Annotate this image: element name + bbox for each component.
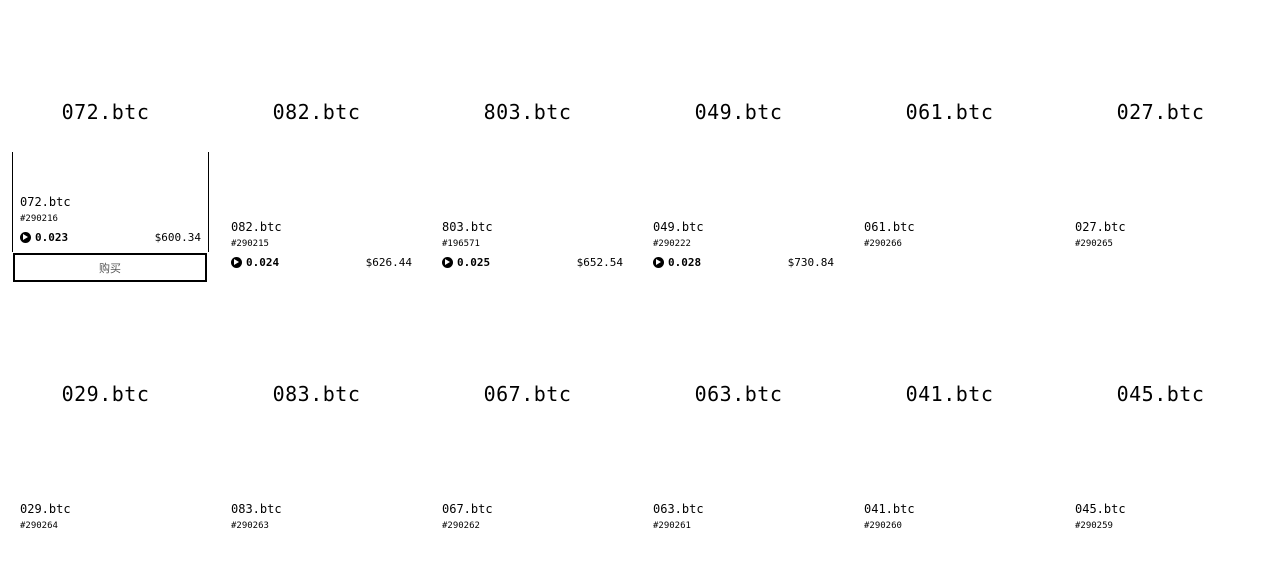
listing-meta: 029.btc #290264 — [20, 502, 201, 532]
listing-card[interactable]: 803.btc 803.btc #196571 0.025 $652.54 — [422, 0, 633, 282]
usd-price: $652.54 — [576, 256, 623, 269]
btc-price: 0.024 — [231, 256, 279, 269]
btc-price-value: 0.025 — [457, 256, 491, 269]
inscription-number: #290265 — [1075, 239, 1113, 249]
listing-card[interactable]: 067.btc 067.btc #290262 — [422, 282, 633, 564]
listing-card[interactable]: 027.btc 027.btc #290265 — [1055, 0, 1266, 282]
listing-card[interactable]: 041.btc 041.btc #290260 — [844, 282, 1055, 564]
bitcoin-icon — [653, 257, 664, 268]
listing-title-large: 061.btc — [905, 100, 994, 124]
listing-name: 027.btc — [1075, 220, 1126, 234]
btc-price: 0.025 — [442, 256, 490, 269]
listing-title-large: 072.btc — [61, 100, 150, 124]
listing-meta: 072.btc #290216 0.023 $600.34 — [20, 195, 201, 244]
inscription-number: #290263 — [231, 521, 269, 531]
listing-card[interactable]: 083.btc 083.btc #290263 — [211, 282, 422, 564]
bitcoin-icon — [442, 257, 453, 268]
inscription-number: #290266 — [864, 239, 902, 249]
btc-price: 0.023 — [20, 231, 68, 244]
btc-price-value: 0.024 — [246, 256, 280, 269]
listing-name: 083.btc — [231, 502, 282, 516]
price-row: 0.024 $626.44 — [231, 256, 412, 269]
listing-card[interactable]: 045.btc 045.btc #290259 — [1055, 282, 1266, 564]
inscription-number: #290264 — [20, 521, 58, 531]
price-row: 0.023 $600.34 — [20, 231, 201, 244]
inscription-number: #290260 — [864, 521, 902, 531]
listing-meta: 045.btc #290259 — [1075, 502, 1256, 532]
listing-title-large: 803.btc — [483, 100, 572, 124]
usd-price: $626.44 — [365, 256, 412, 269]
listing-meta: 067.btc #290262 — [442, 502, 623, 532]
listing-meta: 803.btc #196571 0.025 $652.54 — [442, 220, 623, 269]
btc-price-value: 0.023 — [35, 231, 69, 244]
listing-name: 063.btc — [653, 502, 704, 516]
listing-name: 049.btc — [653, 220, 704, 234]
listing-name: 029.btc — [20, 502, 71, 516]
bitcoin-icon — [231, 257, 242, 268]
bitcoin-icon — [20, 232, 31, 243]
buy-button[interactable]: 购买 — [13, 253, 207, 282]
listing-card[interactable]: 063.btc 063.btc #290261 — [633, 282, 844, 564]
listing-card[interactable]: 049.btc 049.btc #290222 0.028 $730.84 — [633, 0, 844, 282]
listing-name: 803.btc — [442, 220, 493, 234]
listing-name: 045.btc — [1075, 502, 1126, 516]
inscription-number: #196571 — [442, 239, 480, 249]
inscription-number: #290216 — [20, 214, 58, 224]
usd-price: $730.84 — [787, 256, 834, 269]
inscription-number: #290222 — [653, 239, 691, 249]
listing-card[interactable]: 029.btc 029.btc #290264 — [0, 282, 211, 564]
listing-card[interactable]: 082.btc 082.btc #290215 0.024 $626.44 — [211, 0, 422, 282]
listing-name: 072.btc — [20, 195, 71, 209]
listing-meta: 083.btc #290263 — [231, 502, 412, 532]
listing-name: 061.btc — [864, 220, 915, 234]
listing-name: 067.btc — [442, 502, 493, 516]
inscription-number: #290261 — [653, 521, 691, 531]
listing-meta: 027.btc #290265 — [1075, 220, 1256, 250]
listing-title-large: 049.btc — [694, 100, 783, 124]
listing-title-large: 045.btc — [1116, 382, 1205, 406]
listing-title-large: 063.btc — [694, 382, 783, 406]
listing-meta: 082.btc #290215 0.024 $626.44 — [231, 220, 412, 269]
inscription-number: #290215 — [231, 239, 269, 249]
btc-price-value: 0.028 — [668, 256, 702, 269]
listing-title-large: 041.btc — [905, 382, 994, 406]
listing-title-large: 083.btc — [272, 382, 361, 406]
listing-meta: 061.btc #290266 — [864, 220, 1045, 250]
listing-title-large: 029.btc — [61, 382, 150, 406]
price-row: 0.025 $652.54 — [442, 256, 623, 269]
listing-title-large: 082.btc — [272, 100, 361, 124]
listing-title-large: 027.btc — [1116, 100, 1205, 124]
usd-price: $600.34 — [154, 231, 201, 244]
hover-frame — [12, 152, 209, 252]
listing-card[interactable]: 072.btc 072.btc #290216 0.023 $600.34 购买 — [0, 0, 211, 282]
listing-name: 082.btc — [231, 220, 282, 234]
listing-title-large: 067.btc — [483, 382, 572, 406]
inscription-number: #290262 — [442, 521, 480, 531]
listing-meta: 041.btc #290260 — [864, 502, 1045, 532]
inscription-number: #290259 — [1075, 521, 1113, 531]
listing-card[interactable]: 061.btc 061.btc #290266 — [844, 0, 1055, 282]
listing-name: 041.btc — [864, 502, 915, 516]
listing-meta: 063.btc #290261 — [653, 502, 834, 532]
btc-price: 0.028 — [653, 256, 701, 269]
listing-meta: 049.btc #290222 0.028 $730.84 — [653, 220, 834, 269]
price-row: 0.028 $730.84 — [653, 256, 834, 269]
